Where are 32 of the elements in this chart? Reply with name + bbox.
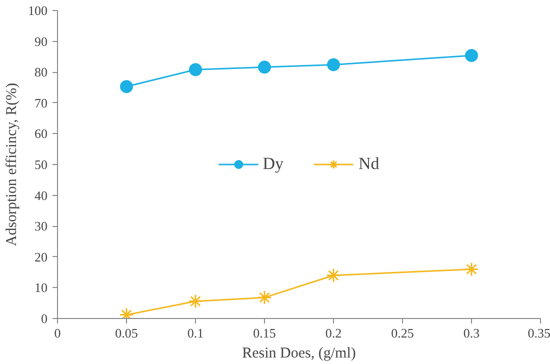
y-tick-label: 80 [34,64,48,80]
point [258,60,271,74]
x-tick-label: 0.3 [463,326,480,340]
y-tick-label: 20 [34,249,48,264]
y-tick-label: 40 [34,188,48,203]
x-tick-label: 0 [54,326,61,340]
y-tick-label: 30 [34,218,48,234]
x-tick-label: 0.1 [187,326,204,340]
point [189,63,202,76]
y-tick-label: 50 [34,157,48,172]
point [465,48,478,62]
legend-label: Nd [358,154,380,174]
x-axis-title: Resin Does, (g/ml) [242,346,356,362]
x-tick-label: 0.35 [528,326,550,340]
x-tick-label: 0.2 [325,326,342,340]
y-tick-label: 100 [28,3,48,18]
y-tick-label: 60 [34,126,48,142]
point [188,294,203,308]
x-tick-label: 0.15 [253,326,276,340]
point [257,290,272,305]
legend-label: Dy [262,154,284,174]
y-tick-label: 0 [41,311,48,326]
y-axis-title: Adsorption efficincy, R(%) [4,82,20,246]
y-tick-label: 90 [34,34,48,49]
point [464,262,479,276]
x-tick-label: 0.05 [115,326,138,340]
y-tick-label: 10 [34,280,48,296]
point [120,80,133,94]
y-tick-label: 70 [34,95,48,110]
point [327,58,340,72]
x-tick-label: 0.25 [391,326,414,340]
point [326,268,341,283]
